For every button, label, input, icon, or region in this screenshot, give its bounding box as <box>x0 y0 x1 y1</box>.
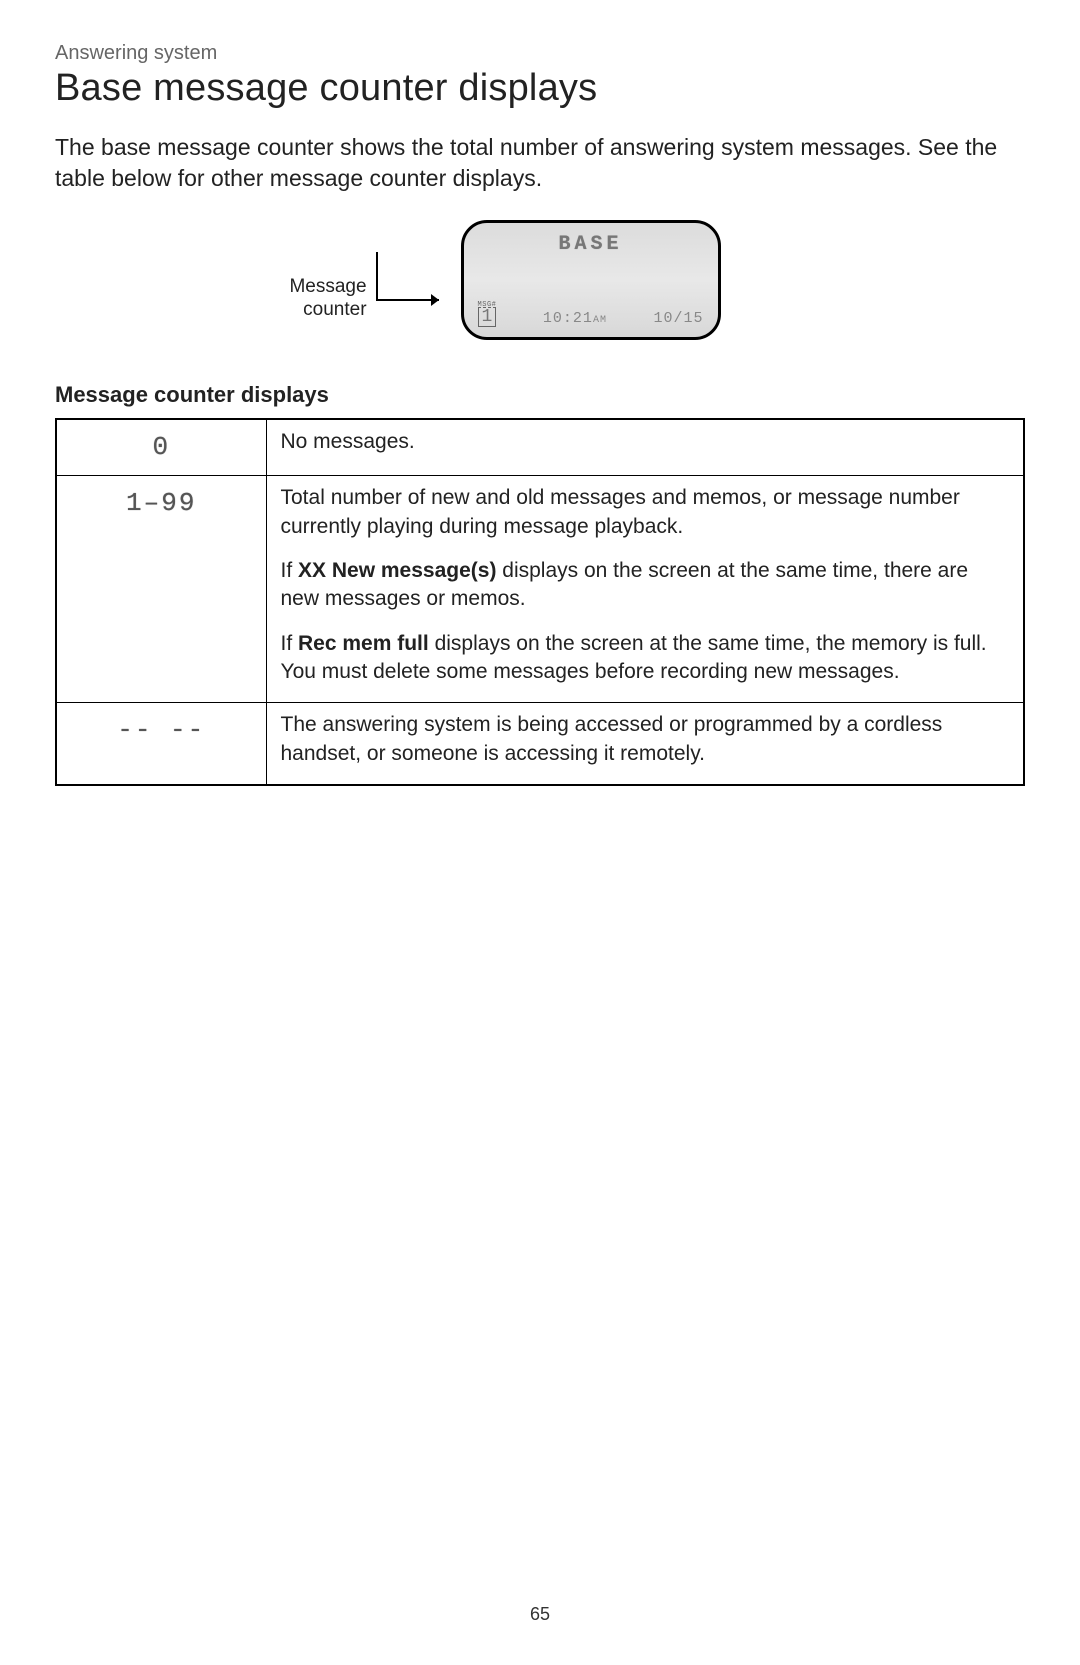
lcd-title: BASE <box>478 233 704 256</box>
counter-description: The answering system is being accessed o… <box>266 703 1024 785</box>
manual-page: Answering system Base message counter di… <box>0 0 1080 1665</box>
description-paragraph: No messages. <box>281 428 1010 456</box>
counter-symbol: -- -- <box>56 703 266 785</box>
bold-text: XX New message(s) <box>298 559 496 582</box>
section-label: Answering system <box>55 42 1025 65</box>
counter-symbol-text: 0 <box>152 432 170 462</box>
page-title: Base message counter displays <box>55 67 1025 110</box>
page-number: 65 <box>0 1604 1080 1625</box>
callout-line1: Message <box>289 276 366 297</box>
text: The answering system is being accessed o… <box>281 713 943 764</box>
text: If <box>281 632 299 655</box>
callout-label: Message counter <box>289 238 366 322</box>
lcd-diagram: Message counter BASE MSG# 1 10:21AM 10/1… <box>0 220 1025 340</box>
text: No messages. <box>281 430 415 453</box>
counter-description: No messages. <box>266 419 1024 476</box>
counter-description: Total number of new and old messages and… <box>266 476 1024 703</box>
lcd-screen: BASE MSG# 1 10:21AM 10/15 <box>461 220 721 340</box>
counter-symbol-text: 1–99 <box>126 488 196 518</box>
table-heading: Message counter displays <box>55 382 1025 408</box>
counter-symbol: 0 <box>56 419 266 476</box>
lcd-time: 10:21AM <box>543 310 607 327</box>
lcd-date: 10/15 <box>654 310 704 327</box>
counter-symbol: 1–99 <box>56 476 266 703</box>
description-paragraph: The answering system is being accessed o… <box>281 711 1010 768</box>
description-paragraph: If XX New message(s) displays on the scr… <box>281 557 1010 614</box>
text: Total number of new and old messages and… <box>281 486 960 537</box>
description-paragraph: If Rec mem full displays on the screen a… <box>281 630 1010 687</box>
table-row: -- -- The answering system is being acces… <box>56 703 1024 785</box>
table-row: 0 No messages. <box>56 419 1024 476</box>
lcd-msg-value: 1 <box>478 307 497 327</box>
bold-text: Rec mem full <box>298 632 429 655</box>
intro-paragraph: The base message counter shows the total… <box>55 132 1025 194</box>
description-paragraph: Total number of new and old messages and… <box>281 484 1010 541</box>
callout-line2: counter <box>303 299 366 320</box>
lcd-msg-counter: MSG# 1 <box>478 301 497 327</box>
lcd-time-suffix: AM <box>593 315 607 326</box>
text: If <box>281 559 299 582</box>
arrow-icon <box>375 240 453 320</box>
counter-symbol-text: -- -- <box>117 715 205 745</box>
lcd-time-value: 10:21 <box>543 310 593 327</box>
counter-table: 0 No messages. 1–99 Total number of new and… <box>55 418 1025 786</box>
table-row: 1–99 Total number of new and old messages… <box>56 476 1024 703</box>
